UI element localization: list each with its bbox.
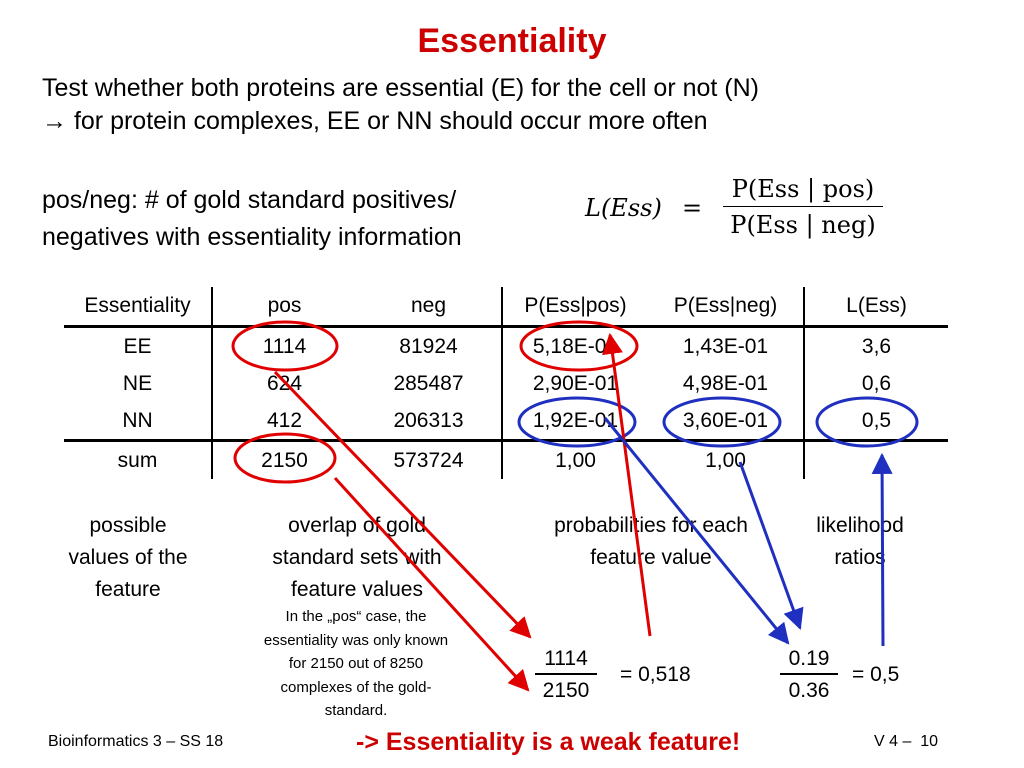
conclusion-text: -> Essentiality is a weak feature! [356, 728, 741, 756]
formula-fraction: P(Ess | pos) P(Ess | neg) [723, 172, 883, 241]
table-cell: sum [64, 440, 213, 479]
course-footer: Bioinformatics 3 – SS 18 [48, 733, 224, 750]
caption-line: possible [89, 514, 167, 537]
table-cell: 5,18E-01 [532, 334, 619, 358]
caption-line: feature values [291, 578, 423, 601]
formula-denominator: P(Ess | neg) [730, 211, 876, 239]
table-header: Essentiality [64, 287, 213, 328]
posneg-line-1: pos/neg: # of gold standard positives/ [42, 186, 457, 214]
table-cell: 624 [266, 371, 303, 395]
table-header: P(Ess|neg) [648, 287, 805, 328]
caption-likelihood: likelihood ratios [790, 510, 930, 574]
table-cell: 573724 [356, 440, 503, 479]
caption-line: feature [95, 578, 161, 601]
caption-line: likelihood [816, 514, 904, 537]
table-cell: 206313 [356, 402, 503, 442]
caption-line: probabilities for each [554, 514, 748, 537]
posneg-line-2: negatives with essentiality information [42, 223, 462, 251]
table-cell: 412 [212, 402, 356, 442]
table-cell: 285487 [356, 365, 503, 402]
caption-line: standard sets with [272, 546, 442, 569]
table-cell: 81924 [356, 326, 503, 365]
table-row: NN 412 206313 1,92E-01 3,60E-01 0,5 [64, 402, 948, 442]
fraction-likelihood: 0.19 0.36 [780, 645, 838, 705]
table-cell: 1,00 [648, 440, 805, 479]
table-header: neg [356, 287, 503, 328]
essentiality-table: Essentiality pos neg P(Ess|pos) P(Ess|ne… [64, 287, 948, 479]
fraction-numerator: 0.19 [788, 647, 830, 670]
intro-text: Test whether both proteins are essential… [42, 72, 759, 138]
table-cell: NE [64, 365, 213, 402]
table-cell: 1,92E-01 [502, 402, 648, 442]
caption-line: values of the [68, 546, 188, 569]
table-cell: 1,00 [555, 448, 596, 472]
caption-probabilities: probabilities for each feature value [526, 510, 776, 574]
caption-line: ratios [834, 546, 886, 569]
table-cell: NN [64, 402, 213, 442]
note-line: for 2150 out of 8250 [288, 655, 424, 672]
table-header-row: Essentiality pos neg P(Ess|pos) P(Ess|ne… [64, 287, 948, 328]
lecture-label: V 4 – [874, 733, 912, 750]
fraction-denominator: 2150 [542, 679, 590, 702]
fraction-denominator: 0.36 [788, 679, 830, 702]
fraction-numerator: 1114 [544, 647, 588, 670]
fraction-bar [780, 673, 838, 675]
fraction-bar [535, 673, 597, 675]
fraction-pos: 1114 2150 [535, 645, 597, 705]
formula-fraction-bar [723, 206, 883, 207]
fraction-likelihood-result: = 0,5 [852, 663, 900, 686]
caption-line: overlap of gold [288, 514, 426, 537]
table-row: EE 1114 81924 5,18E-01 1,43E-01 3,6 [64, 326, 948, 365]
formula-equals: = [682, 194, 703, 222]
table-cell [804, 441, 948, 480]
table-cell: 2,90E-01 [532, 371, 619, 395]
formula-numerator: P(Ess | pos) [731, 175, 875, 203]
caption-possible-values: possible values of the feature [48, 510, 208, 606]
table-cell: 4,98E-01 [648, 365, 805, 402]
slide-title: Essentiality [417, 22, 607, 60]
table-cell: EE [64, 326, 213, 365]
note-line: standard. [324, 702, 388, 719]
posneg-definition: pos/neg: # of gold standard positives/ n… [42, 182, 462, 256]
table-cell: 3,6 [861, 334, 892, 358]
table-cell: 0,6 [861, 371, 892, 395]
intro-line-1: Test whether both proteins are essential… [42, 74, 759, 102]
formula-lhs: L(Ess) [585, 194, 662, 222]
table-cell: 0,5 [804, 402, 948, 442]
pos-case-note: In the „pos“ case, the essentiality was … [236, 605, 476, 723]
table-cell: 1,43E-01 [648, 326, 805, 365]
note-line: In the „pos“ case, the [285, 608, 427, 625]
table-header: L(Ess) [804, 287, 948, 328]
caption-overlap: overlap of gold standard sets with featu… [246, 510, 468, 606]
note-line: complexes of the gold- [280, 678, 432, 696]
table-header: pos [212, 287, 356, 328]
fraction-pos-result: = 0,518 [620, 663, 691, 686]
note-line: essentiality was only known [263, 631, 449, 649]
table-cell: 1114 [262, 334, 307, 358]
slide-number: 10 [920, 733, 939, 750]
page-number: V 4 – 10 [874, 733, 938, 751]
intro-line-2: → for protein complexes, EE or NN should… [42, 107, 708, 135]
caption-line: feature value [590, 546, 712, 569]
table-sum-row: sum 2150 573724 1,00 1,00 [64, 440, 948, 480]
table-row: NE 624 285487 2,90E-01 4,98E-01 0,6 [64, 365, 948, 402]
table-cell: 3,60E-01 [648, 402, 805, 442]
table-cell: 2150 [261, 448, 308, 472]
table-header: P(Ess|pos) [502, 287, 648, 328]
